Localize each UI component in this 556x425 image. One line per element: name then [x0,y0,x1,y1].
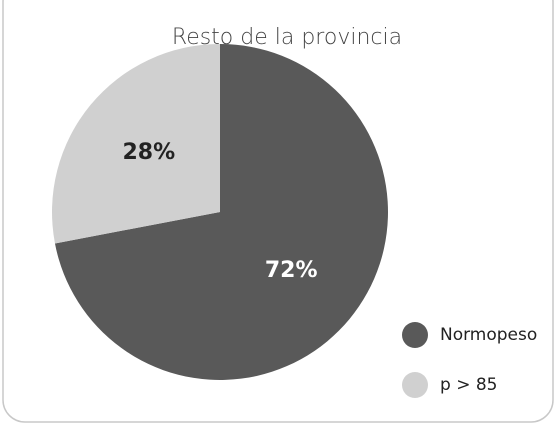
legend-swatch [402,372,428,398]
data-label: 72% [265,258,318,283]
legend-label: p > 85 [440,375,497,395]
legend-swatch [402,322,428,348]
data-label: 28% [122,140,175,165]
pie-slice [54,44,388,380]
legend-label: Normopeso [440,325,537,345]
pie-slice [51,44,220,244]
